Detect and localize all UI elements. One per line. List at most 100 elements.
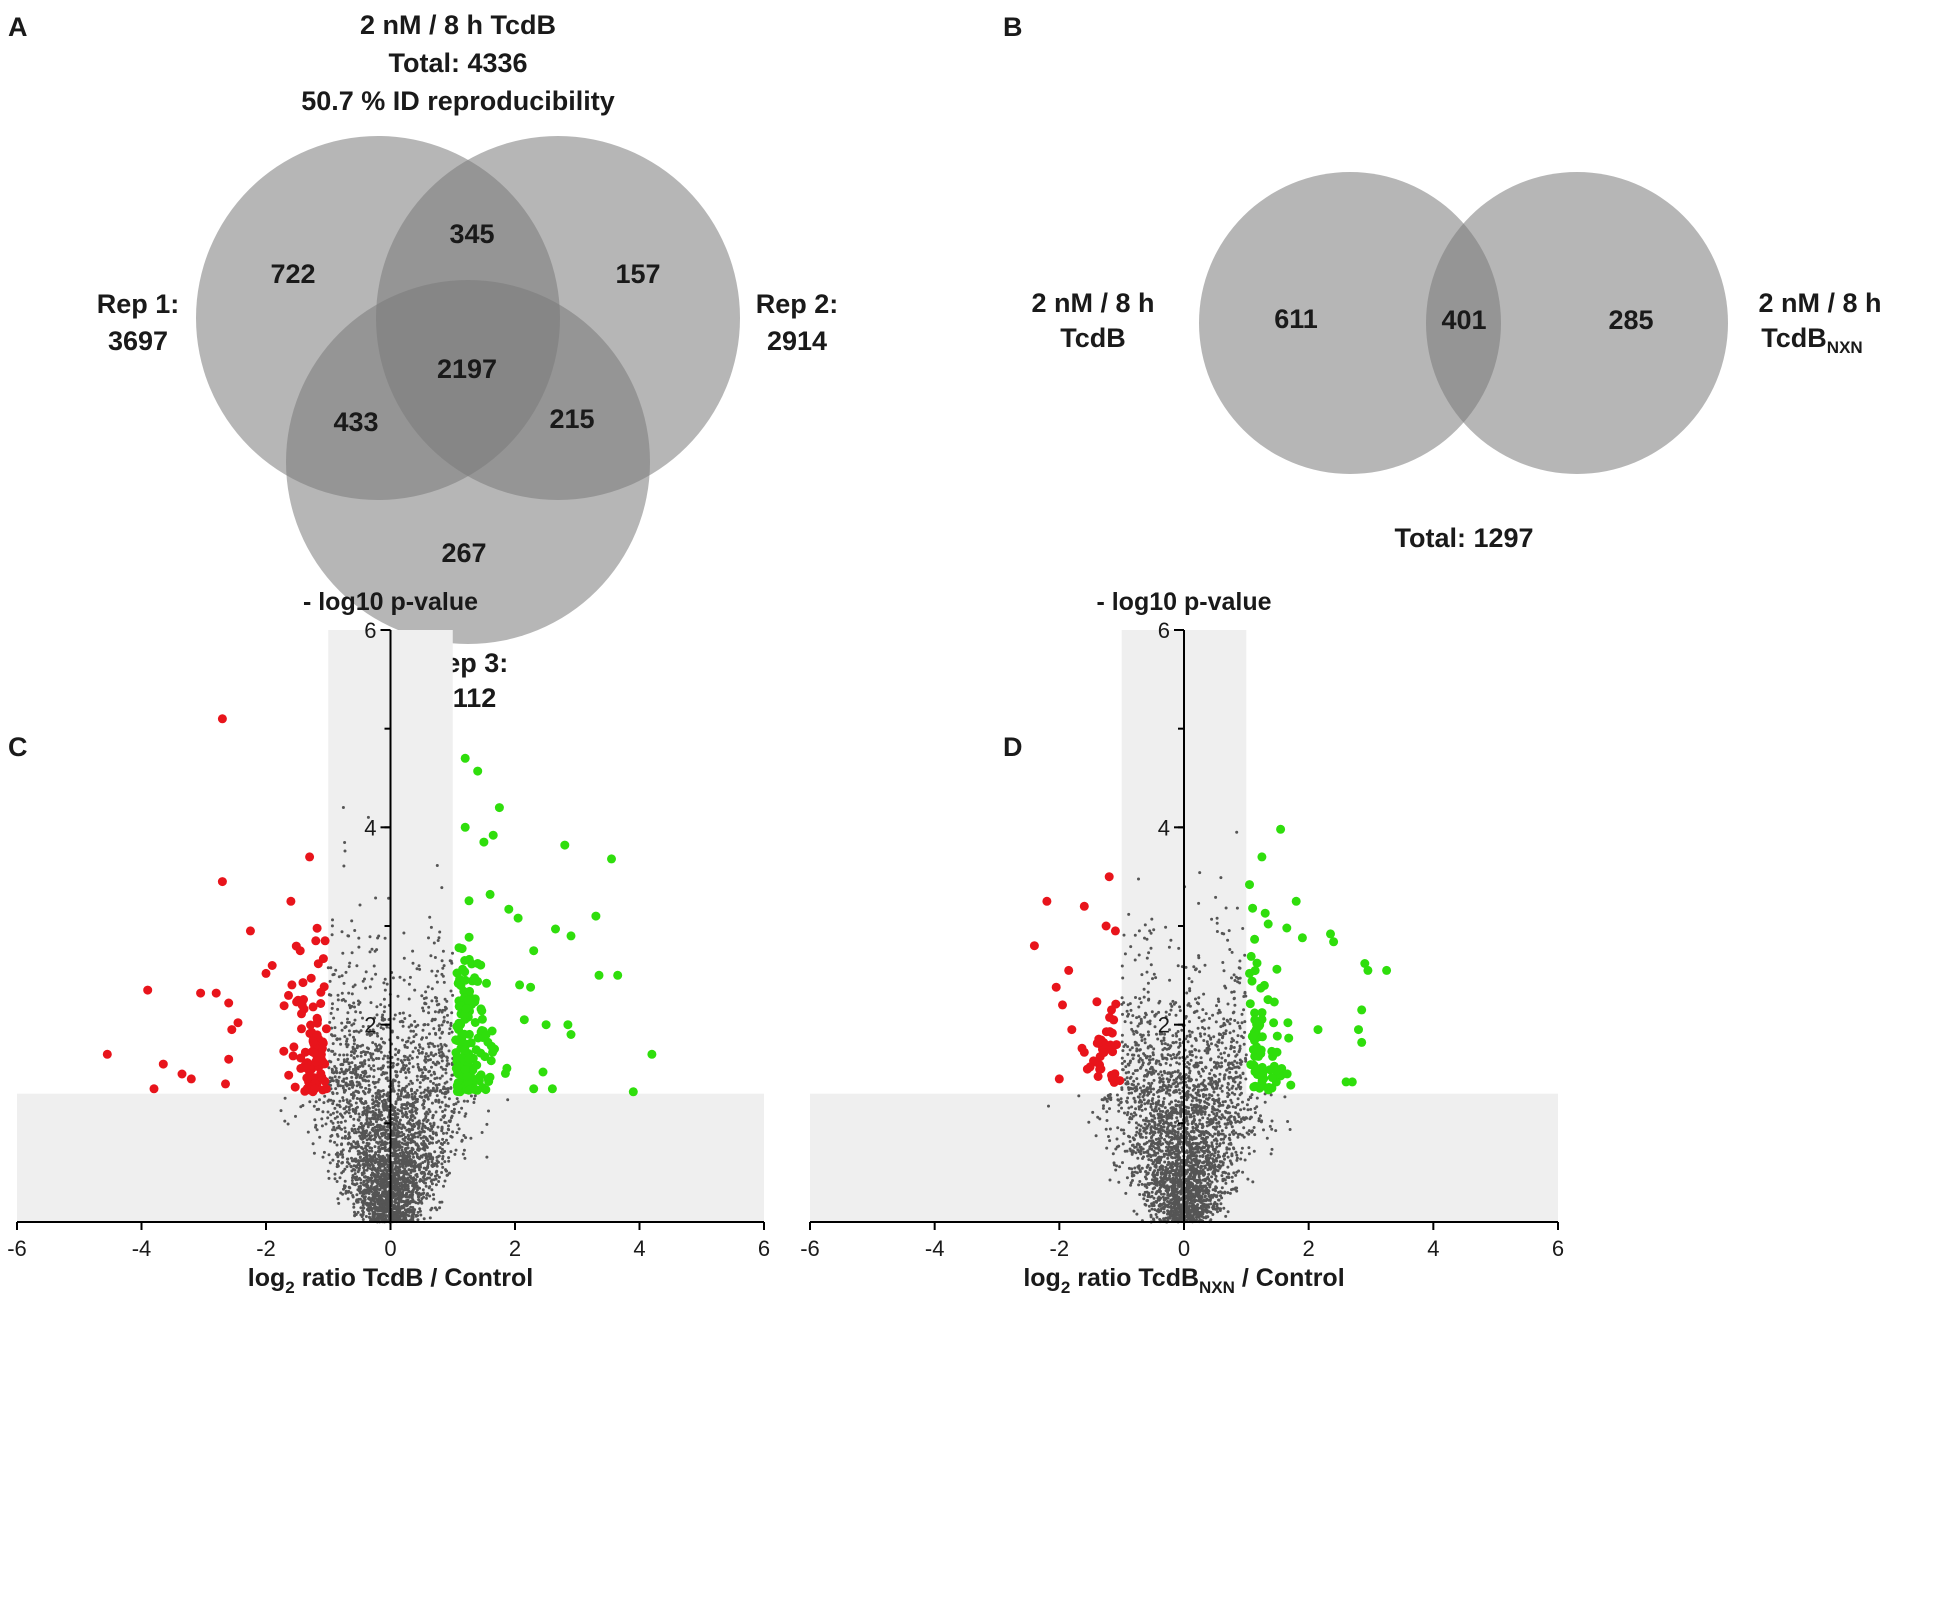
data-point-nonsignificant (506, 1098, 510, 1102)
data-point-nonsignificant (425, 1120, 429, 1124)
data-point-nonsignificant (327, 993, 331, 997)
data-point-nonsignificant (375, 1005, 379, 1009)
data-point-nonsignificant (377, 1160, 381, 1164)
data-point-nonsignificant (350, 1159, 354, 1163)
data-point-nonsignificant (392, 1140, 395, 1144)
venn-a-only-rep2: 157 (615, 259, 660, 289)
x-axis-title-subscript: 2 (285, 1278, 294, 1297)
data-point-nonsignificant (381, 1027, 385, 1031)
data-point-nonsignificant (407, 1025, 411, 1029)
venn-b-left-label-line-2: TcdB (1060, 323, 1126, 353)
data-point-nonsignificant (384, 1214, 388, 1217)
data-point-up-regulated (494, 803, 504, 813)
data-point-nonsignificant (366, 815, 370, 819)
data-point-nonsignificant (421, 1188, 425, 1192)
data-point-nonsignificant (397, 1088, 401, 1092)
data-point-nonsignificant (369, 1184, 373, 1188)
data-point-nonsignificant (356, 1163, 360, 1167)
data-point-nonsignificant (349, 1103, 353, 1107)
data-point-nonsignificant (406, 1184, 410, 1188)
data-point-nonsignificant (1142, 1078, 1146, 1082)
data-point-nonsignificant (1139, 1001, 1143, 1005)
data-point-nonsignificant (412, 1155, 415, 1159)
data-point-nonsignificant (395, 1070, 398, 1074)
data-point-nonsignificant (368, 985, 372, 989)
data-point-nonsignificant (422, 1135, 425, 1139)
data-point-nonsignificant (367, 1142, 371, 1146)
data-point-nonsignificant (448, 959, 452, 963)
data-point-down-regulated (102, 1049, 112, 1059)
data-point-nonsignificant (431, 1141, 434, 1145)
data-point-nonsignificant (1145, 956, 1149, 960)
data-point-nonsignificant (347, 1108, 351, 1112)
data-point-nonsignificant (435, 1208, 439, 1212)
data-point-nonsignificant (428, 1092, 432, 1096)
data-point-nonsignificant (441, 1110, 445, 1113)
data-point-nonsignificant (432, 1123, 436, 1127)
data-point-up-regulated (591, 911, 601, 921)
data-point-nonsignificant (420, 1051, 424, 1055)
data-point-nonsignificant (400, 1088, 404, 1092)
data-point-nonsignificant (396, 1156, 400, 1160)
data-point-nonsignificant (415, 967, 419, 971)
data-point-down-regulated (321, 1024, 331, 1034)
data-point-nonsignificant (1224, 1181, 1228, 1185)
data-point-nonsignificant (415, 1088, 419, 1092)
data-point-nonsignificant (404, 1071, 408, 1075)
data-point-nonsignificant (1120, 1033, 1124, 1037)
data-point-nonsignificant (346, 1017, 349, 1021)
data-point-nonsignificant (308, 1100, 312, 1104)
data-point-nonsignificant (391, 976, 395, 980)
data-point-nonsignificant (331, 1092, 335, 1096)
data-point-nonsignificant (1146, 990, 1150, 994)
data-point-nonsignificant (1120, 964, 1124, 968)
data-point-nonsignificant (1242, 1126, 1246, 1130)
data-point-nonsignificant (419, 1193, 423, 1197)
data-point-nonsignificant (404, 1195, 408, 1199)
data-point-nonsignificant (381, 1089, 385, 1093)
data-point-nonsignificant (431, 1162, 435, 1166)
data-point-nonsignificant (1215, 1179, 1219, 1183)
data-point-nonsignificant (372, 1031, 376, 1035)
data-point-nonsignificant (441, 1052, 445, 1056)
data-point-nonsignificant (424, 996, 428, 1000)
data-point-nonsignificant (404, 1164, 408, 1168)
data-point-nonsignificant (373, 1175, 377, 1179)
data-point-up-regulated (594, 970, 604, 980)
data-point-nonsignificant (333, 1172, 337, 1176)
data-point-up-regulated (473, 766, 483, 776)
data-point-nonsignificant (362, 1206, 366, 1210)
data-point-nonsignificant (314, 1125, 317, 1129)
data-point-nonsignificant (306, 1130, 310, 1134)
data-point-nonsignificant (358, 1115, 362, 1119)
data-point-nonsignificant (435, 999, 439, 1003)
data-point-nonsignificant (411, 1190, 415, 1194)
data-point-nonsignificant (352, 1001, 356, 1005)
data-point-nonsignificant (347, 1105, 351, 1109)
data-point-nonsignificant (407, 1180, 411, 1184)
data-point-nonsignificant (1148, 1019, 1152, 1023)
data-point-nonsignificant (405, 1157, 408, 1161)
data-point-nonsignificant (391, 1107, 395, 1110)
data-point-nonsignificant (441, 966, 445, 970)
data-point-nonsignificant (1125, 1099, 1129, 1103)
data-point-nonsignificant (411, 949, 415, 953)
data-point-nonsignificant (446, 1173, 450, 1177)
data-point-nonsignificant (341, 1099, 345, 1102)
data-point-nonsignificant (341, 1155, 345, 1159)
x-tick-label: -4 (132, 1236, 152, 1261)
data-point-nonsignificant (415, 1152, 419, 1156)
data-point-nonsignificant (1117, 1109, 1121, 1113)
data-point-nonsignificant (411, 1050, 415, 1054)
x-tick-label: 0 (384, 1236, 396, 1261)
data-point-nonsignificant (384, 1162, 388, 1166)
data-point-nonsignificant (436, 939, 440, 942)
panel-d-letter: D (1003, 732, 1023, 762)
data-point-nonsignificant (445, 1131, 449, 1135)
data-point-nonsignificant (1151, 1057, 1155, 1061)
data-point-nonsignificant (1135, 1126, 1139, 1130)
data-point-nonsignificant (396, 1050, 400, 1054)
data-point-down-regulated (297, 1009, 306, 1019)
data-point-nonsignificant (404, 1216, 408, 1220)
data-point-nonsignificant (343, 1126, 347, 1130)
